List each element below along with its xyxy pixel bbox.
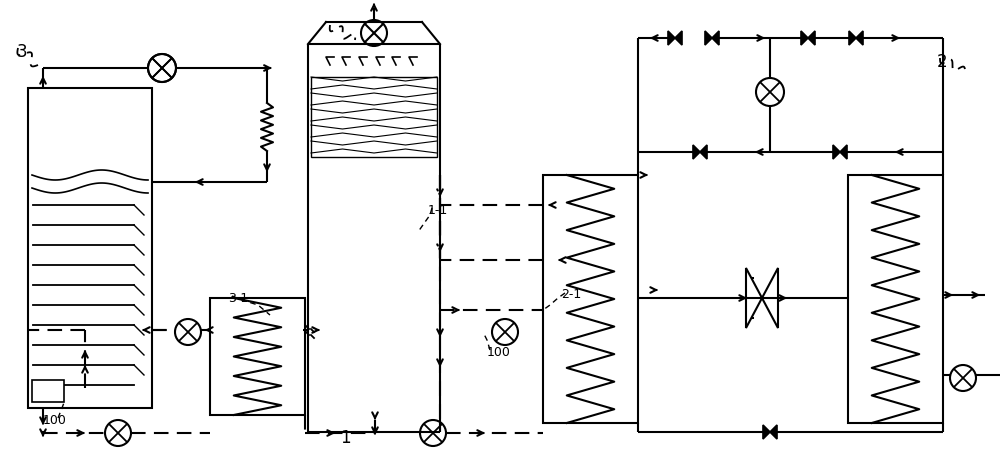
Polygon shape [801,31,808,45]
Polygon shape [849,31,856,45]
Polygon shape [668,31,675,45]
Polygon shape [693,145,700,159]
Text: 3: 3 [17,43,27,61]
Polygon shape [705,31,712,45]
Text: 3-1: 3-1 [228,292,248,305]
Bar [210,298,305,415]
Polygon shape [856,31,863,45]
Polygon shape [675,31,682,45]
Bar [28,88,152,408]
Polygon shape [763,425,770,439]
Polygon shape [833,145,840,159]
Bar [543,175,638,423]
Polygon shape [746,268,762,328]
Polygon shape [770,425,777,439]
Polygon shape [762,268,778,328]
Polygon shape [712,31,719,45]
Text: 2-1: 2-1 [561,288,581,301]
Text: 100: 100 [43,413,67,426]
Text: 2: 2 [937,53,947,71]
Bar [32,380,64,402]
Text: 100: 100 [487,345,511,358]
Text: 1-1: 1-1 [428,204,448,217]
Text: 1: 1 [340,429,350,447]
Polygon shape [808,31,815,45]
Bar [311,77,437,157]
Polygon shape [840,145,847,159]
Bar [848,175,943,423]
Polygon shape [700,145,707,159]
